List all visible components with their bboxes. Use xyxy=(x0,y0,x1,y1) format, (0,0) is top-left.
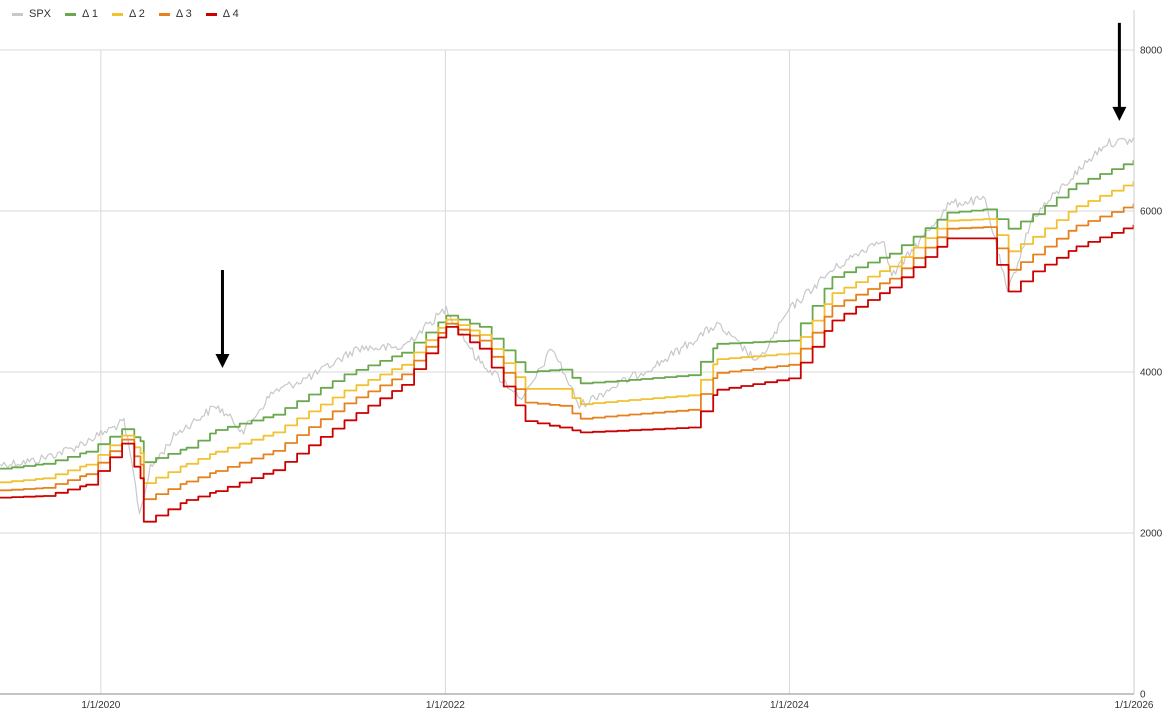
x-tick-label: 1/1/2026 xyxy=(1115,700,1154,711)
series-group xyxy=(0,137,1135,523)
x-tick-label: 1/1/2022 xyxy=(426,700,465,711)
legend-swatch xyxy=(111,12,123,16)
legend-swatch xyxy=(205,12,217,16)
series-line-4-4 xyxy=(0,224,1135,523)
y-tick-label: 2000 xyxy=(1140,529,1163,540)
legend-swatch xyxy=(65,12,77,16)
chart-legend: SPX Δ 1 Δ 2 Δ 3 Δ 4 xyxy=(12,8,239,20)
legend-label: Δ 1 xyxy=(82,8,98,20)
legend-item[interactable]: SPX xyxy=(12,8,51,20)
legend-swatch xyxy=(12,12,23,16)
legend-swatch xyxy=(158,12,170,16)
legend-item[interactable]: Δ 4 xyxy=(205,8,239,20)
legend-label: Δ 3 xyxy=(175,8,192,20)
legend-item[interactable]: Δ 1 xyxy=(65,8,98,20)
legend-item[interactable]: Δ 2 xyxy=(111,8,145,20)
legend-item[interactable]: Δ 3 xyxy=(158,8,192,20)
legend-label: SPX xyxy=(29,8,52,20)
series-line-1-1 xyxy=(0,160,1135,470)
series-line-3-3 xyxy=(0,203,1135,501)
x-tick-label: 1/1/2020 xyxy=(81,700,120,711)
series-line-spx-0 xyxy=(0,137,1135,515)
grid xyxy=(0,49,1135,695)
annotations xyxy=(215,22,1127,368)
legend-label: Δ 4 xyxy=(222,8,239,20)
y-tick-label: 4000 xyxy=(1140,368,1163,379)
x-tick-label: 1/1/2024 xyxy=(770,700,809,711)
annotation-arrow-head xyxy=(215,353,230,368)
axes: 0 2000 4000 6000 8000 1/1/2020 1/1/2022 1/1/202… xyxy=(0,10,1163,711)
legend-label: Δ 2 xyxy=(128,8,145,20)
annotation-arrow-head xyxy=(1112,106,1127,121)
y-tick-label: 8000 xyxy=(1140,46,1163,57)
y-tick-label: 6000 xyxy=(1140,207,1163,218)
y-tick-label: 0 xyxy=(1140,690,1146,701)
series-line-2-2 xyxy=(0,181,1135,484)
